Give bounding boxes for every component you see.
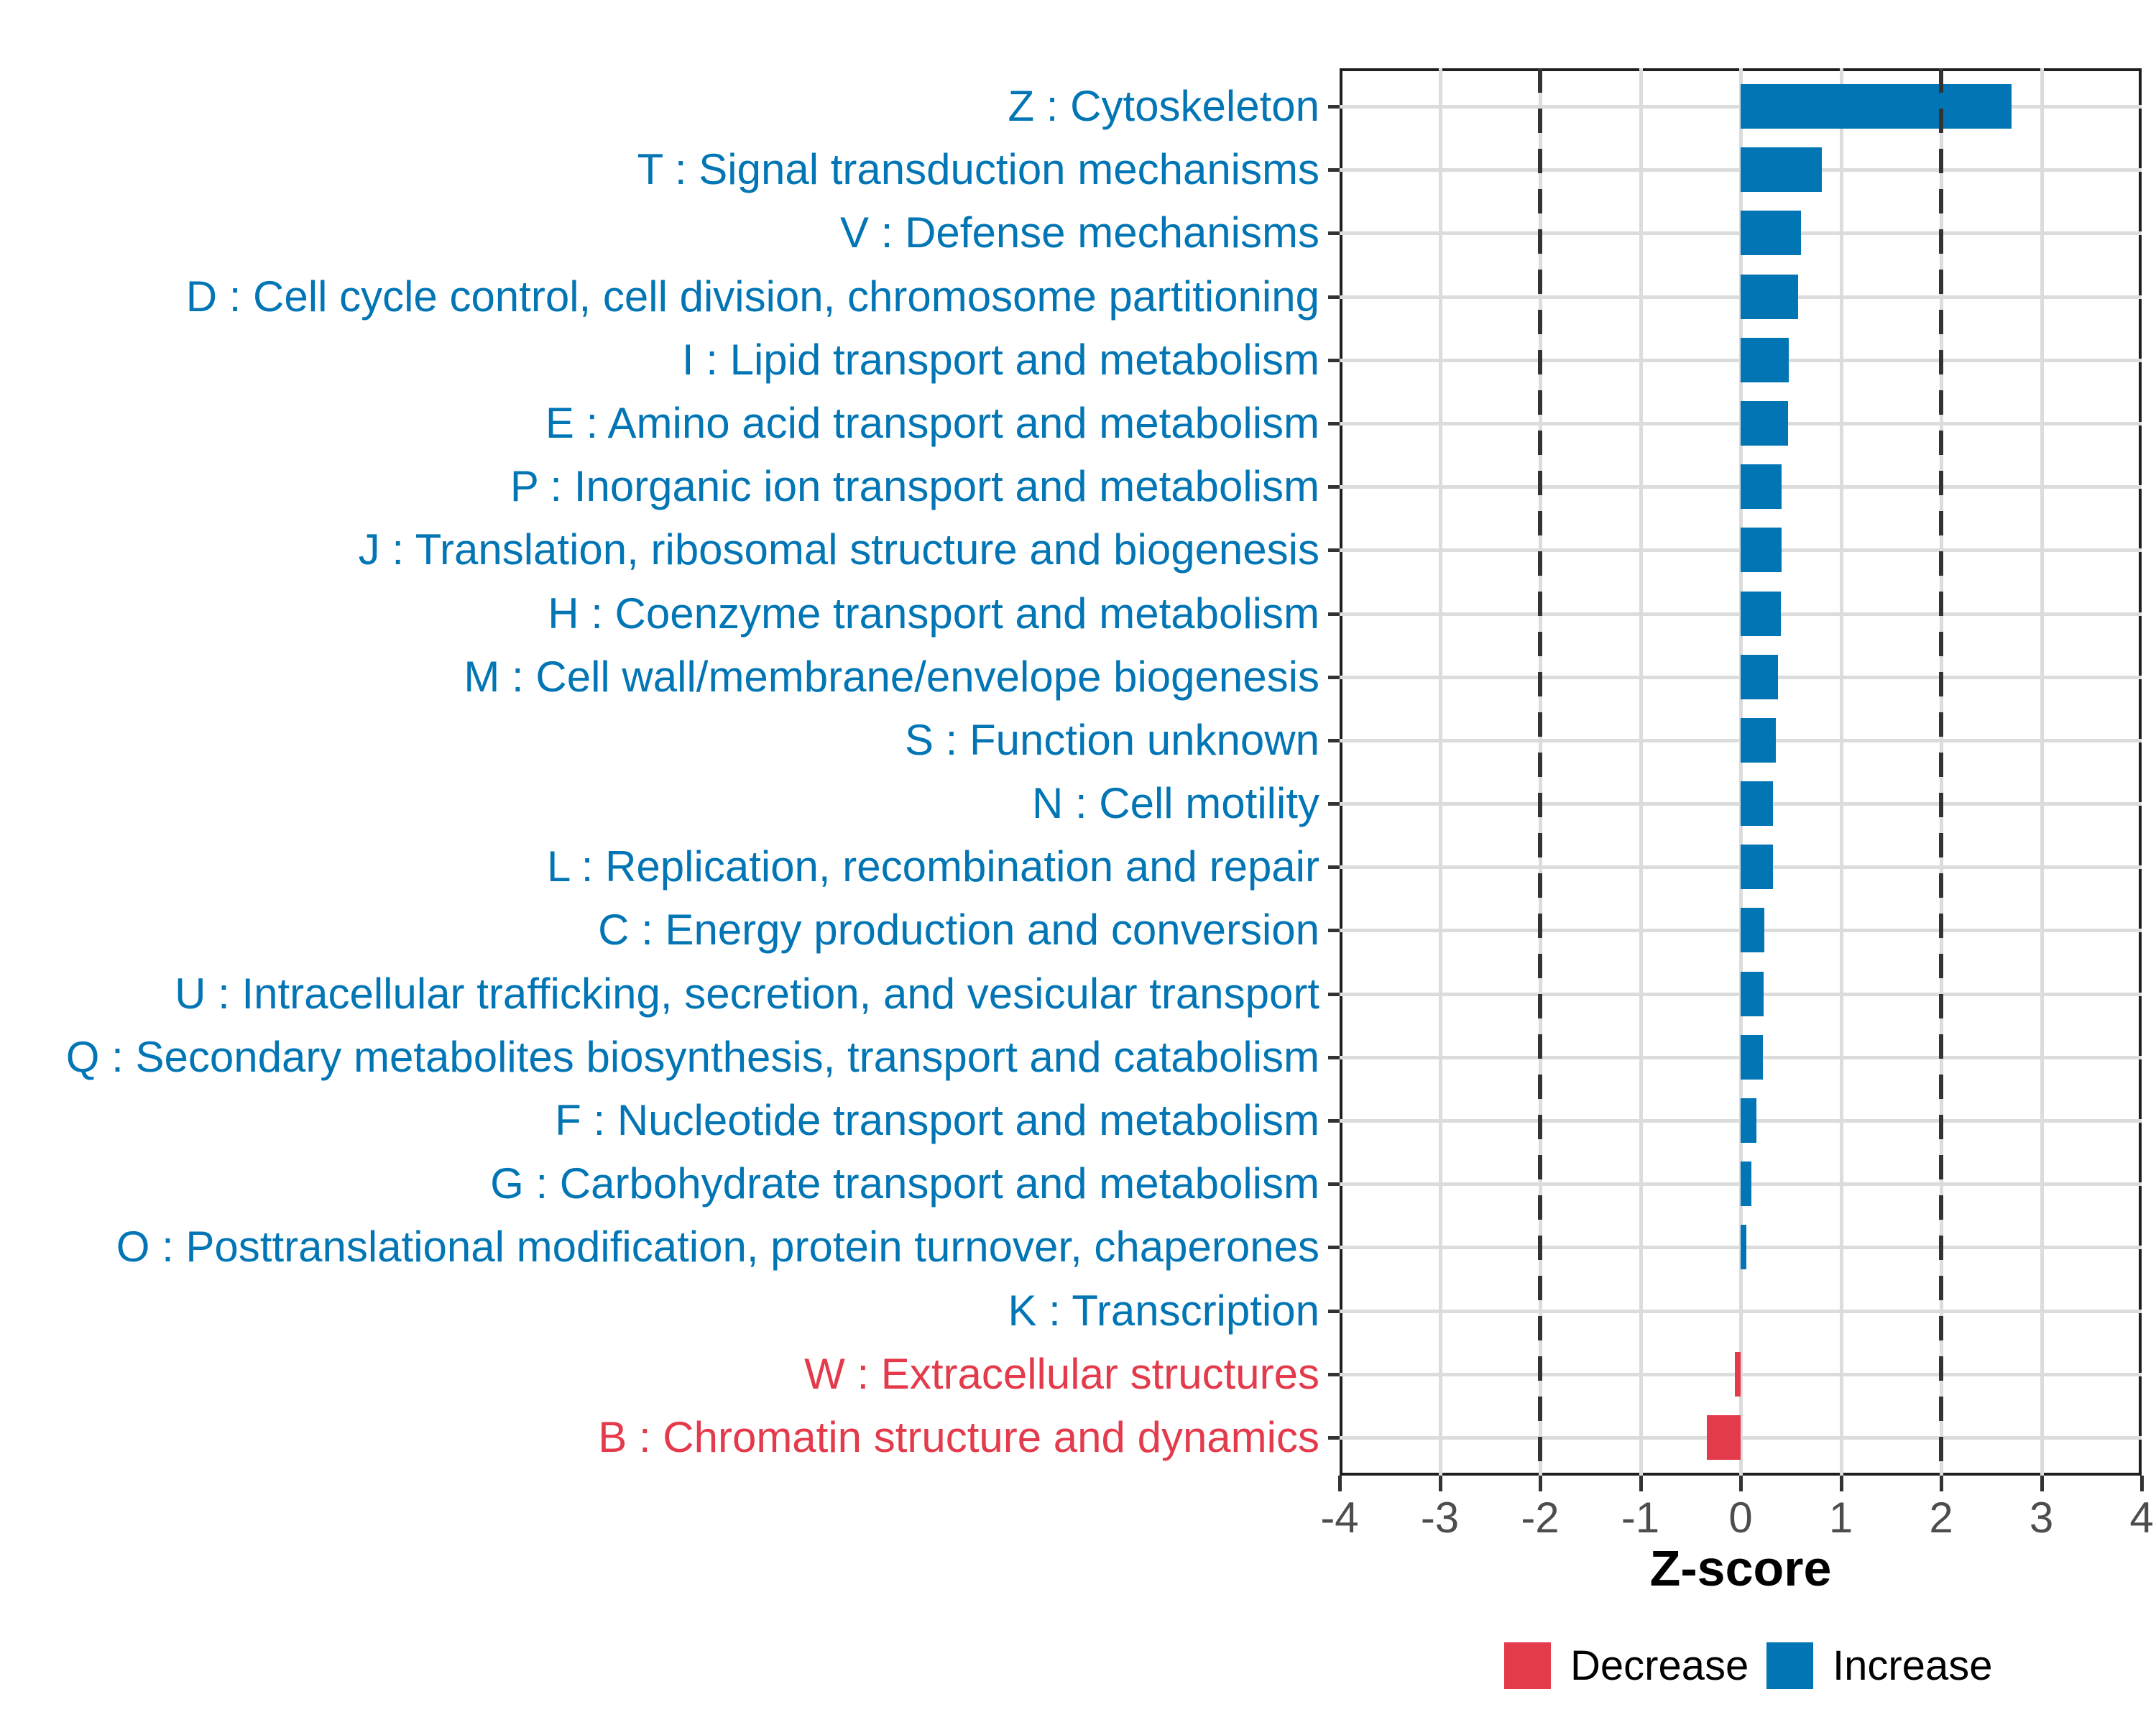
y-axis-tick [1328,675,1340,679]
bar-z [1741,83,2012,129]
x-axis-tick-label: 3 [2029,1494,2054,1542]
y-axis-tick [1328,1182,1340,1187]
category-label: B : Chromatin structure and dynamics [598,1413,1319,1462]
category-label: Q : Secondary metabolites biosynthesis, … [65,1032,1319,1081]
category-label: D : Cell cycle control, cell division, c… [185,272,1319,321]
bar-w [1734,1351,1741,1397]
category-label: H : Coenzyme transport and metabolism [548,589,1319,638]
x-axis-tick-label: -1 [1621,1494,1660,1542]
x-axis-tick [1438,1476,1442,1491]
bar-t [1741,147,1822,193]
horizontal-gridline [1340,1436,2142,1440]
bar-s [1741,717,1776,763]
y-axis-tick [1328,231,1340,236]
category-label: F : Nucleotide transport and metabolism [555,1096,1319,1145]
dashed-reference-line [1538,68,1542,1476]
category-label: Z : Cytoskeleton [1008,81,1319,130]
y-axis-tick [1328,358,1340,362]
bar-o [1741,1225,1747,1270]
bar-c [1741,908,1765,953]
x-axis-tick-label: 1 [1828,1494,1853,1542]
x-axis-tick [1639,1476,1643,1491]
bar-v [1741,211,1801,256]
y-axis-tick [1328,1436,1340,1440]
legend-label-decrease: Decrease [1570,1642,1749,1689]
x-axis-title: Z-score [1649,1540,1832,1596]
bar-j [1741,528,1782,573]
x-axis-tick-label: 0 [1728,1494,1753,1542]
bar-f [1741,1098,1757,1144]
category-label: P : Inorganic ion transport and metaboli… [510,462,1319,511]
x-axis-tick [1739,1476,1743,1491]
category-label: N : Cell motility [1031,779,1319,828]
x-axis-tick-label: 2 [1929,1494,1953,1542]
x-axis-tick [1338,1476,1342,1491]
bar-q [1741,1034,1763,1080]
category-label: K : Transcription [1008,1286,1319,1335]
category-label: W : Extracellular structures [804,1349,1319,1398]
y-axis-tick [1328,1246,1340,1250]
bar-i [1741,337,1789,382]
x-axis-tick [1940,1476,1943,1491]
legend-label-increase: Increase [1833,1642,1993,1689]
category-label: L : Replication, recombination and repai… [546,842,1319,891]
horizontal-gridline [1340,1372,2142,1376]
x-axis-tick [2140,1476,2144,1491]
x-axis-tick-label: -3 [1420,1494,1460,1542]
category-label: U : Intracellular trafficking, secretion… [175,969,1319,1018]
category-label: M : Cell wall/membrane/envelope biogenes… [464,652,1319,701]
bar-d [1741,274,1798,319]
y-axis-tick [1328,168,1340,172]
x-axis-tick-label: -4 [1320,1494,1359,1542]
bar-m [1741,654,1778,699]
category-label: C : Energy production and conversion [598,906,1319,954]
y-axis-tick [1328,104,1340,109]
bar-p [1741,464,1782,510]
y-axis-tick [1328,1119,1340,1123]
y-axis-tick [1328,929,1340,933]
category-label: E : Amino acid transport and metabolism [545,398,1319,447]
vertical-gridline [1739,68,1743,1476]
bar-l [1741,845,1773,890]
category-label: V : Defense mechanisms [840,208,1319,257]
bar-g [1741,1162,1752,1207]
category-label: S : Function unknown [904,715,1319,764]
category-label: G : Carbohydrate transport and metabolis… [490,1159,1319,1208]
x-axis-tick-label: 4 [2129,1494,2154,1542]
vertical-gridline [2040,68,2044,1476]
y-axis-tick [1328,865,1340,870]
y-axis-tick [1328,802,1340,806]
y-axis-tick [1328,485,1340,489]
y-axis-tick [1328,1055,1340,1059]
category-label: O : Posttranslational modification, prot… [116,1223,1319,1271]
bar-n [1741,781,1773,827]
vertical-gridline [1639,68,1643,1476]
y-axis-tick [1328,738,1340,742]
bar-u [1741,971,1764,1016]
y-axis-tick [1328,1372,1340,1376]
legend-key-decrease [1504,1642,1551,1689]
bar-e [1741,400,1788,446]
x-axis-tick-label: -2 [1521,1494,1560,1542]
x-axis-tick [2040,1476,2044,1491]
y-axis-tick [1328,548,1340,553]
y-axis-tick [1328,421,1340,426]
legend-key-increase [1766,1642,1813,1689]
x-axis-tick [1839,1476,1843,1491]
horizontal-gridline [1340,1309,2142,1313]
category-label: I : Lipid transport and metabolism [681,335,1319,384]
vertical-gridline [1438,68,1442,1476]
category-label: J : Translation, ribosomal structure and… [358,525,1319,574]
y-axis-tick [1328,612,1340,616]
y-axis-tick [1328,1309,1340,1313]
y-axis-tick [1328,992,1340,996]
bar-b [1706,1415,1741,1460]
dashed-reference-line [1939,68,1943,1476]
bar-h [1741,591,1781,636]
vertical-gridline [1839,68,1843,1476]
x-axis-tick [1539,1476,1542,1491]
y-axis-tick [1328,295,1340,299]
category-label: T : Signal transduction mechanisms [637,145,1319,194]
